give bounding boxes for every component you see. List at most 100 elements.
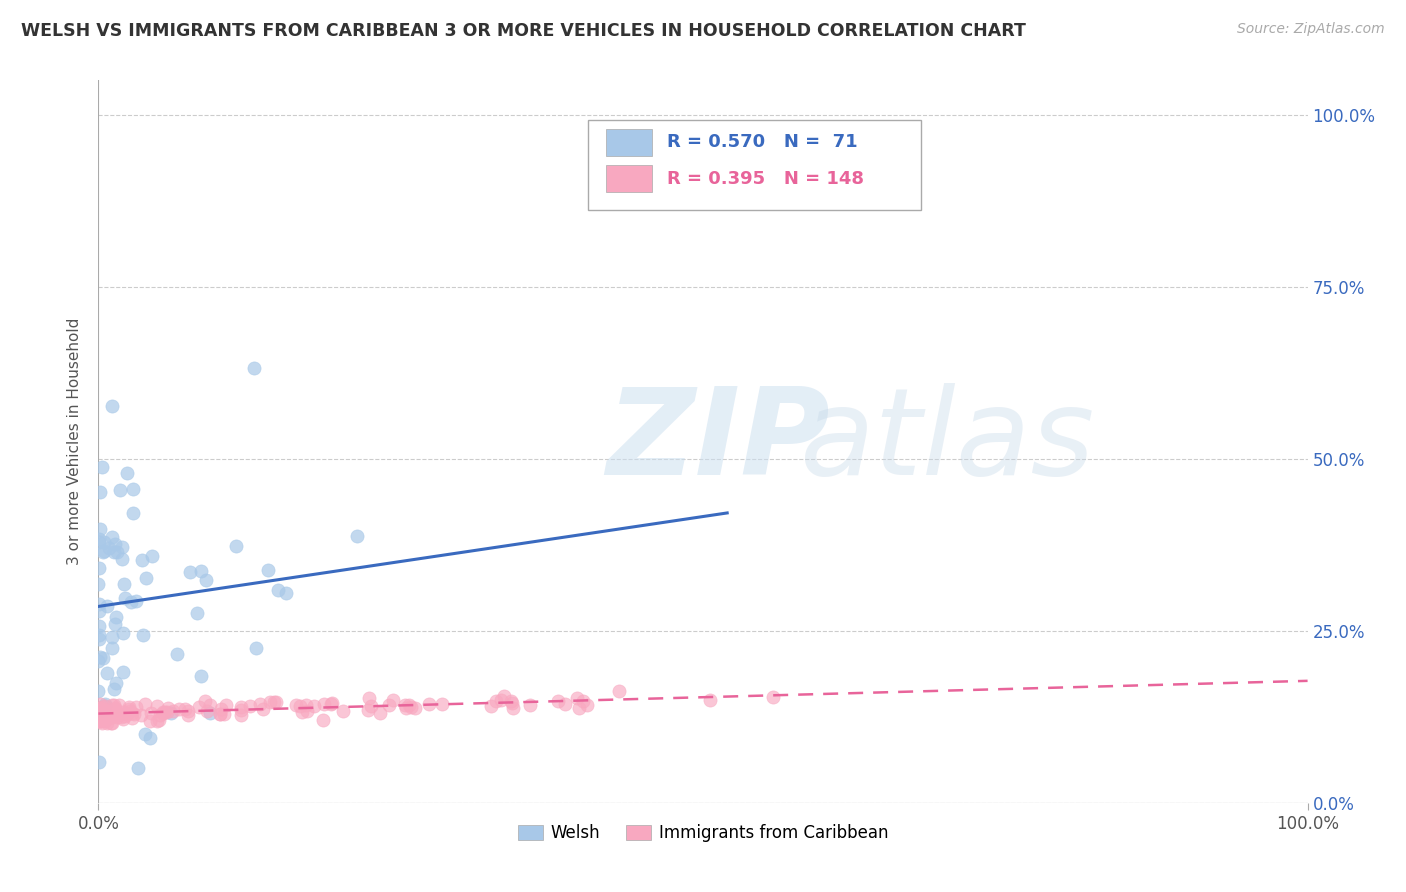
Point xyxy=(131,553,153,567)
Point xyxy=(135,571,157,585)
Point xyxy=(101,399,124,413)
Point xyxy=(90,708,112,723)
Point xyxy=(87,577,110,591)
Point xyxy=(91,650,114,665)
Point xyxy=(111,540,134,554)
Point xyxy=(124,706,146,721)
Point xyxy=(89,618,111,632)
Point xyxy=(87,604,110,618)
Point xyxy=(153,705,176,719)
Point xyxy=(499,694,522,708)
Point xyxy=(141,549,163,564)
Point xyxy=(138,731,160,745)
Legend: Welsh, Immigrants from Caribbean: Welsh, Immigrants from Caribbean xyxy=(510,817,896,848)
Point xyxy=(93,534,115,549)
Point xyxy=(89,707,111,722)
Point xyxy=(127,761,149,775)
Point xyxy=(104,702,127,716)
Point xyxy=(321,697,343,711)
Point xyxy=(93,705,115,719)
Point xyxy=(125,593,148,607)
Point xyxy=(360,699,382,714)
Point xyxy=(94,699,117,714)
Point xyxy=(89,709,111,723)
Point xyxy=(91,702,114,716)
Point xyxy=(96,707,118,722)
Point xyxy=(485,694,508,708)
Point xyxy=(229,699,252,714)
Point xyxy=(294,698,316,712)
Point xyxy=(89,484,111,499)
Point xyxy=(200,706,222,720)
Point xyxy=(231,703,253,717)
Point xyxy=(91,707,114,722)
Point xyxy=(169,702,191,716)
Point xyxy=(492,689,515,703)
Point xyxy=(93,544,115,558)
Point xyxy=(259,695,281,709)
Point xyxy=(104,537,127,551)
Point xyxy=(699,693,721,707)
Bar xyxy=(606,128,652,156)
Point xyxy=(404,701,426,715)
Point xyxy=(209,702,232,716)
FancyBboxPatch shape xyxy=(588,120,921,211)
Point xyxy=(111,626,134,640)
Point xyxy=(368,706,391,720)
Point xyxy=(312,713,335,727)
Point xyxy=(208,706,231,721)
Point xyxy=(264,695,287,709)
Point xyxy=(107,707,129,722)
Point xyxy=(87,534,110,549)
Point xyxy=(122,507,145,521)
Point xyxy=(96,712,118,726)
Point xyxy=(357,702,380,716)
Point xyxy=(90,703,112,717)
Point xyxy=(145,698,167,713)
Point xyxy=(96,599,118,613)
Point xyxy=(274,586,297,600)
Point xyxy=(90,712,112,726)
Point xyxy=(112,577,135,591)
Point xyxy=(87,597,110,611)
Point xyxy=(186,606,208,620)
Y-axis label: 3 or more Vehicles in Household: 3 or more Vehicles in Household xyxy=(67,318,83,566)
Point xyxy=(120,595,142,609)
Point xyxy=(111,552,134,566)
Point xyxy=(90,703,112,717)
Point xyxy=(96,665,118,680)
Point xyxy=(519,698,541,712)
Point xyxy=(89,522,111,536)
Point xyxy=(215,698,238,713)
Point xyxy=(252,702,274,716)
Point xyxy=(90,715,112,730)
Point xyxy=(284,698,307,712)
Point xyxy=(378,698,401,713)
Bar xyxy=(606,165,652,193)
Point xyxy=(101,698,124,713)
Point xyxy=(96,715,118,730)
Point xyxy=(346,529,368,543)
Point xyxy=(547,694,569,708)
Point xyxy=(90,705,112,719)
Point xyxy=(430,698,453,712)
Point xyxy=(117,707,139,722)
Point xyxy=(157,700,180,714)
Point xyxy=(194,573,217,587)
Point xyxy=(122,482,145,496)
Point xyxy=(194,694,217,708)
Point xyxy=(398,698,420,713)
Point xyxy=(146,714,169,729)
Point xyxy=(242,361,264,376)
Point xyxy=(103,682,125,697)
Point xyxy=(90,707,112,722)
Point xyxy=(257,563,280,577)
Point xyxy=(94,714,117,728)
Point xyxy=(357,691,380,706)
Point xyxy=(152,706,174,721)
Point xyxy=(104,704,127,718)
Point xyxy=(125,700,148,714)
Point xyxy=(111,712,134,726)
Point xyxy=(118,704,141,718)
Point xyxy=(572,694,595,708)
